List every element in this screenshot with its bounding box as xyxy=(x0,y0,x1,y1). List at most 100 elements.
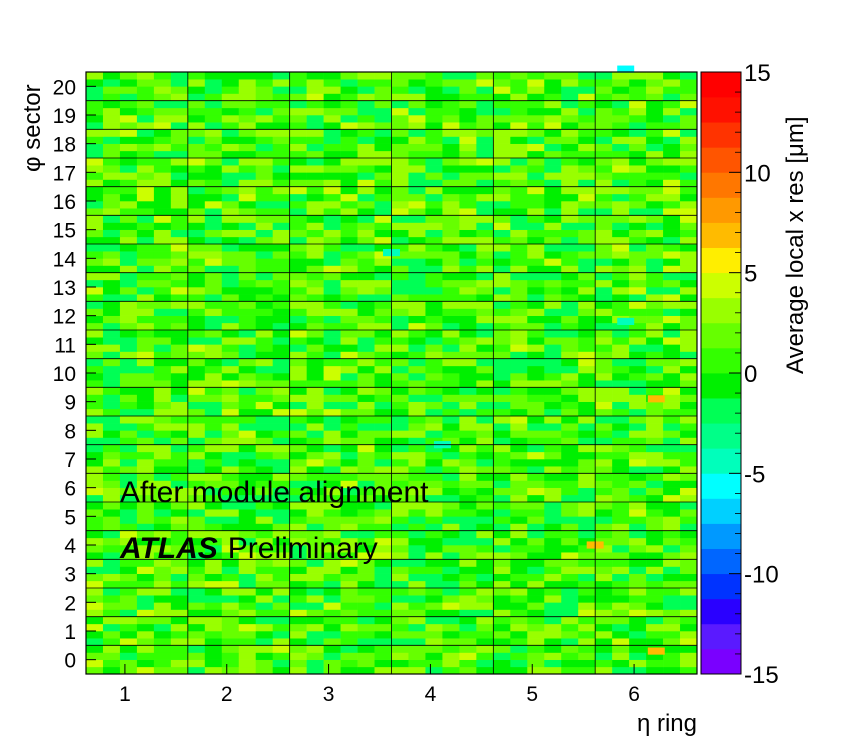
heatmap-cell xyxy=(493,229,511,238)
heatmap-cell xyxy=(323,638,341,646)
heatmap-cell xyxy=(629,287,647,295)
heatmap-cell xyxy=(646,301,664,309)
heatmap-cell xyxy=(102,416,121,424)
heatmap-cell xyxy=(612,408,630,417)
heatmap-cell xyxy=(680,72,698,80)
heatmap-cell xyxy=(238,358,257,367)
heatmap-cell xyxy=(612,437,630,445)
heatmap-cell xyxy=(408,523,426,531)
heatmap-cell xyxy=(86,408,104,417)
heatmap-cell xyxy=(357,516,375,524)
heatmap-cell xyxy=(493,72,511,80)
heatmap-cell xyxy=(527,416,545,424)
heatmap-cell xyxy=(119,616,138,625)
heatmap-cell xyxy=(86,308,104,316)
heatmap-cell xyxy=(527,86,545,94)
heatmap-cell xyxy=(527,251,545,259)
heatmap-cell xyxy=(238,523,257,531)
heatmap-cell xyxy=(510,588,528,596)
heatmap-cell xyxy=(86,387,104,395)
heatmap-cell xyxy=(408,150,426,159)
heatmap-cell xyxy=(255,437,273,445)
heatmap-cell xyxy=(595,430,613,438)
heatmap-cell xyxy=(476,545,494,553)
heatmap-cell xyxy=(663,251,681,259)
heatmap-cell xyxy=(663,444,681,453)
heatmap-cell xyxy=(663,473,681,481)
heatmap-cell xyxy=(323,530,341,539)
heatmap-cell xyxy=(612,158,630,166)
heatmap-cell xyxy=(527,666,545,675)
heatmap-cell xyxy=(221,365,240,374)
heatmap-cell xyxy=(680,394,698,402)
colorbar-label: Average local x res [μm] xyxy=(782,117,809,374)
heatmap-cell xyxy=(527,279,545,288)
heatmap-cell xyxy=(442,380,460,388)
heatmap-cell xyxy=(102,595,121,603)
heatmap-cell xyxy=(289,244,307,252)
heatmap-cell xyxy=(408,537,426,546)
heatmap-cell xyxy=(272,487,290,496)
heatmap-cell xyxy=(476,566,494,574)
heatmap-cell xyxy=(391,186,409,195)
heatmap-cell xyxy=(527,236,545,245)
heatmap-cell xyxy=(187,301,206,309)
heatmap-cell xyxy=(646,193,664,202)
heatmap-cell xyxy=(459,208,477,216)
heatmap-cell xyxy=(119,79,138,87)
heatmap-cell xyxy=(425,480,443,488)
heatmap-cell xyxy=(204,609,223,617)
heatmap-cell xyxy=(102,609,121,617)
heatmap-cell xyxy=(425,251,443,259)
heatmap-cell xyxy=(238,666,257,675)
heatmap-cell xyxy=(221,358,240,367)
heatmap-cell xyxy=(561,86,579,94)
heatmap-cell xyxy=(442,459,460,467)
heatmap-cell xyxy=(578,129,596,137)
heatmap-cell xyxy=(357,580,375,589)
heatmap-cell xyxy=(476,595,494,603)
heatmap-cell xyxy=(306,365,324,374)
heatmap-cell xyxy=(459,201,477,209)
heatmap-cell xyxy=(408,165,426,173)
heatmap-cell xyxy=(221,222,240,230)
heatmap-cell xyxy=(86,72,104,80)
heatmap-cell xyxy=(374,473,392,481)
heatmap-cell xyxy=(527,494,545,503)
heatmap-cell xyxy=(187,480,206,488)
heatmap-cell xyxy=(391,537,409,546)
heatmap-cell xyxy=(289,523,307,531)
heatmap-cell xyxy=(442,602,460,610)
heatmap-cell xyxy=(86,208,104,216)
heatmap-cell xyxy=(255,165,273,173)
heatmap-cell xyxy=(238,272,257,281)
heatmap-cell xyxy=(493,330,511,338)
heatmap-cell xyxy=(306,251,324,259)
heatmap-cell xyxy=(561,351,579,359)
heatmap-cell xyxy=(561,616,579,625)
heatmap-cell xyxy=(374,588,392,596)
heatmap-cell xyxy=(663,315,681,324)
heatmap-cell xyxy=(510,480,528,488)
heatmap-cell xyxy=(561,408,579,417)
heatmap-cell xyxy=(255,373,273,381)
heatmap-cell xyxy=(629,566,647,574)
heatmap-cell xyxy=(340,466,358,474)
heatmap-cell xyxy=(221,150,240,159)
heatmap-cell xyxy=(153,659,172,668)
heatmap-cell xyxy=(425,444,443,453)
heatmap-cell xyxy=(102,545,121,553)
heatmap-cell xyxy=(493,523,511,531)
heatmap-cell xyxy=(425,602,443,610)
heatmap-cell xyxy=(459,79,477,87)
heatmap-cell xyxy=(289,344,307,352)
heatmap-cell xyxy=(255,201,273,209)
heatmap-cell xyxy=(102,437,121,445)
heatmap-cell xyxy=(578,143,596,152)
heatmap-cell xyxy=(425,322,443,331)
heatmap-cell xyxy=(221,459,240,467)
heatmap-cell xyxy=(527,451,545,460)
heatmap-cell xyxy=(595,466,613,474)
heatmap-cell xyxy=(357,494,375,503)
heatmap-cell xyxy=(612,602,630,610)
